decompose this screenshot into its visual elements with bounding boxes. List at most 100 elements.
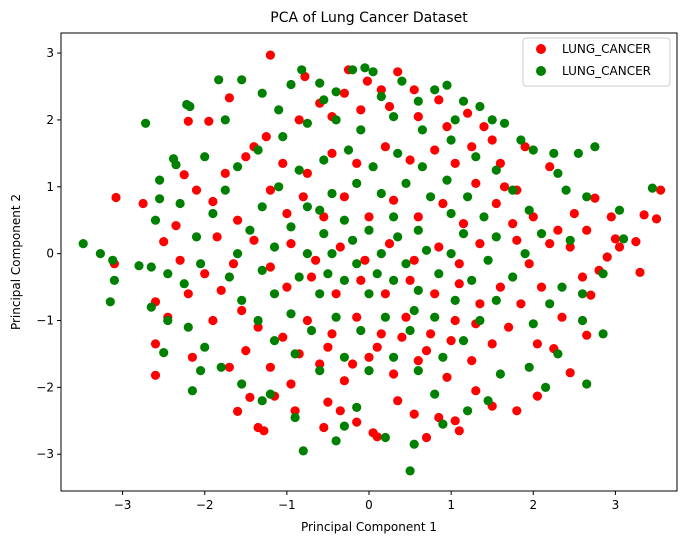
data-point — [590, 193, 600, 203]
data-point — [224, 362, 234, 372]
data-point — [364, 212, 374, 222]
data-point — [138, 198, 148, 209]
data-point — [183, 289, 193, 299]
data-point — [282, 282, 292, 292]
data-point — [397, 76, 407, 86]
data-point — [582, 379, 592, 389]
data-point — [108, 255, 118, 265]
data-point — [491, 232, 501, 242]
data-point — [224, 272, 234, 282]
data-point — [401, 259, 411, 269]
legend-marker-series-2 — [536, 66, 546, 76]
series-2-points — [78, 63, 658, 476]
data-point — [508, 185, 518, 195]
data-point — [175, 255, 185, 265]
data-point — [409, 409, 419, 419]
data-points — [78, 50, 666, 476]
data-point — [290, 412, 300, 423]
data-point — [582, 330, 592, 340]
data-point — [405, 275, 415, 285]
data-point — [545, 299, 555, 309]
data-point — [233, 406, 243, 416]
data-point — [315, 205, 325, 215]
data-point — [372, 269, 382, 279]
data-point — [343, 145, 354, 155]
data-point — [450, 115, 460, 125]
data-point — [475, 239, 485, 249]
data-point — [339, 421, 349, 431]
data-point — [368, 162, 378, 172]
data-point — [315, 366, 325, 376]
data-point — [155, 175, 165, 185]
data-point — [196, 259, 206, 269]
data-point — [483, 396, 493, 406]
y-tick-label: −1 — [36, 314, 54, 328]
data-point — [306, 272, 317, 282]
data-point — [352, 158, 362, 168]
data-point — [159, 348, 169, 358]
data-point — [409, 85, 419, 95]
data-point — [635, 267, 645, 277]
data-point — [245, 392, 255, 402]
data-point — [393, 148, 403, 158]
data-point — [380, 289, 390, 299]
data-point — [339, 88, 349, 98]
data-point — [499, 182, 510, 192]
data-point — [389, 369, 399, 379]
data-point — [159, 237, 169, 247]
data-point — [520, 142, 530, 152]
data-point — [111, 192, 121, 203]
data-point — [430, 389, 440, 399]
data-point — [413, 212, 423, 222]
data-point — [458, 229, 469, 239]
data-point — [339, 192, 349, 202]
data-point — [257, 396, 267, 406]
data-point — [524, 259, 534, 269]
data-point — [179, 279, 189, 289]
data-point — [384, 101, 395, 112]
data-point — [109, 275, 119, 285]
data-point — [356, 125, 366, 135]
data-point — [536, 282, 547, 292]
data-point — [356, 325, 366, 336]
data-point — [651, 214, 662, 224]
data-point — [380, 432, 390, 443]
data-point — [171, 160, 181, 170]
data-point — [565, 235, 575, 245]
data-point — [269, 242, 280, 252]
data-point — [393, 67, 403, 77]
data-point — [421, 432, 432, 443]
data-point — [467, 356, 477, 366]
data-point — [228, 259, 239, 269]
data-point — [319, 95, 329, 105]
data-point — [532, 391, 543, 401]
data-point — [545, 162, 555, 172]
data-point — [327, 249, 337, 259]
data-point — [569, 208, 579, 219]
data-point — [360, 63, 370, 73]
data-point — [171, 221, 181, 231]
legend-label-series-1: LUNG_CANCER — [562, 42, 651, 56]
data-point — [331, 436, 341, 446]
x-axis-ticks: −3 −2 −1 0 1 2 3 — [114, 491, 619, 512]
data-point — [528, 212, 538, 222]
data-point — [261, 132, 271, 142]
data-point — [372, 432, 382, 442]
data-point — [339, 376, 349, 386]
data-point — [454, 259, 464, 269]
data-point — [319, 422, 329, 433]
data-point — [421, 245, 432, 255]
data-point — [471, 152, 481, 162]
data-point — [233, 249, 243, 259]
y-tick-label: 3 — [46, 46, 54, 60]
legend-label-series-2: LUNG_CANCER — [562, 64, 651, 78]
data-point — [163, 269, 173, 279]
data-point — [458, 336, 469, 346]
data-point — [442, 122, 452, 132]
data-point — [187, 352, 197, 362]
data-point — [434, 412, 444, 423]
data-point — [191, 232, 202, 242]
data-point — [146, 302, 156, 312]
data-point — [471, 386, 481, 396]
